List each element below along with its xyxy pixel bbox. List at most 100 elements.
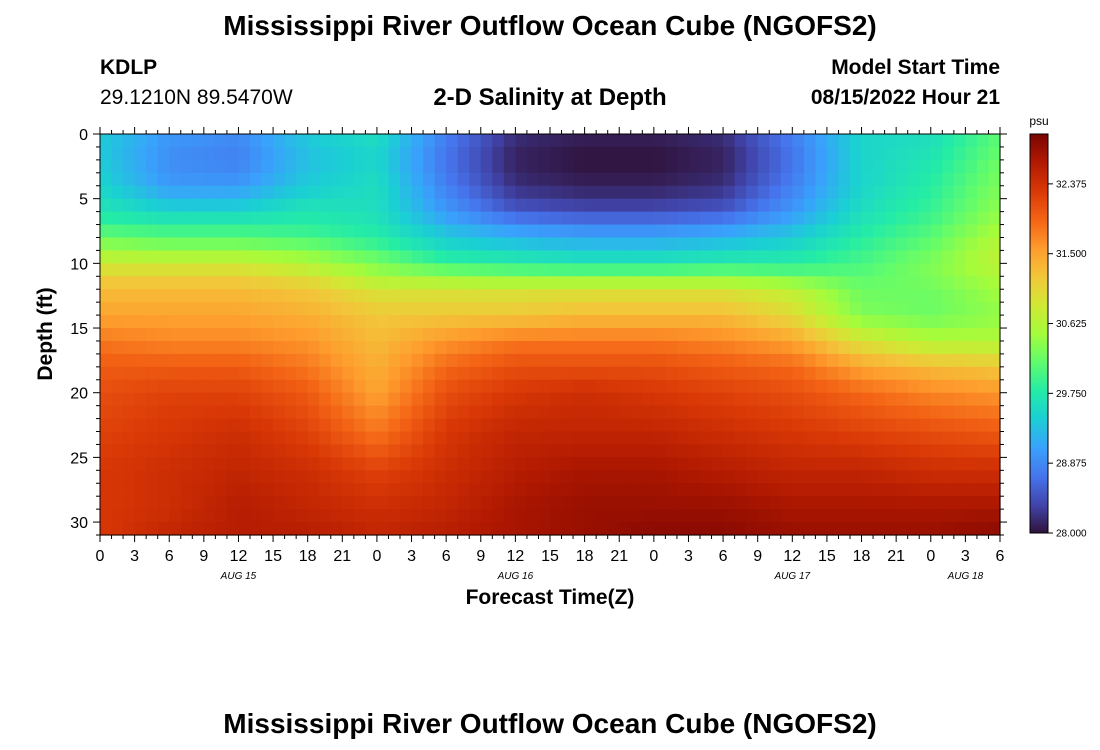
heatmap-cell: [653, 496, 666, 510]
heatmap-cell: [907, 250, 920, 264]
heatmap-cell: [976, 431, 990, 446]
heatmap-cell: [884, 172, 897, 187]
heatmap-cell: [665, 431, 678, 446]
heatmap-cell: [976, 457, 990, 471]
heatmap-cell: [192, 392, 205, 407]
heatmap-cell: [526, 509, 540, 523]
heatmap-cell: [838, 315, 851, 329]
heatmap-cell: [146, 198, 159, 213]
heatmap-cell: [457, 146, 470, 161]
colorbar-tick-label: 28.875: [1056, 459, 1087, 470]
heatmap-cell: [538, 353, 551, 368]
heatmap-cell: [584, 159, 597, 174]
heatmap-cell: [123, 353, 136, 368]
heatmap-cell: [884, 457, 897, 471]
heatmap-cell: [446, 224, 459, 239]
heatmap-cell: [480, 470, 493, 484]
heatmap-cell: [538, 134, 551, 148]
heatmap-cell: [723, 366, 736, 381]
heatmap-cell: [746, 185, 759, 200]
heatmap-cell: [734, 431, 747, 446]
heatmap-cell: [838, 134, 851, 148]
heatmap-cell: [700, 276, 713, 290]
heatmap-cell: [584, 405, 597, 420]
x-tick-label: 0: [372, 548, 381, 565]
heatmap-cell: [665, 328, 678, 342]
heatmap-cell: [723, 159, 736, 174]
heatmap-cell: [700, 172, 713, 187]
heatmap-cell: [169, 302, 182, 316]
heatmap-cell: [953, 315, 966, 329]
heatmap-cell: [457, 211, 470, 226]
heatmap-cell: [123, 250, 136, 264]
heatmap-cell: [873, 172, 886, 187]
heatmap-cell: [226, 379, 240, 394]
heatmap-cell: [423, 172, 436, 187]
heatmap-cell: [215, 366, 228, 381]
heatmap-cell: [769, 263, 782, 277]
heatmap-cell: [365, 146, 378, 161]
heatmap-cell: [573, 159, 586, 174]
heatmap-cell: [503, 353, 516, 368]
heatmap-cell: [976, 418, 990, 433]
heatmap-cell: [930, 470, 943, 484]
heatmap-cell: [330, 146, 343, 161]
heatmap-cell: [884, 353, 897, 368]
heatmap-cell: [203, 470, 216, 484]
heatmap-cell: [388, 198, 401, 213]
heatmap-cell: [619, 289, 632, 303]
heatmap-cell: [561, 353, 574, 368]
heatmap-cell: [215, 134, 228, 148]
heatmap-cell: [423, 366, 436, 381]
heatmap-cell: [123, 146, 136, 161]
heatmap-cell: [307, 134, 320, 148]
heatmap-cell: [353, 353, 366, 368]
heatmap-cell: [988, 198, 1001, 213]
heatmap-cell: [907, 496, 920, 510]
heatmap-cell: [780, 470, 793, 484]
heatmap-cell: [884, 198, 897, 213]
heatmap-cell: [711, 444, 724, 458]
heatmap-cell: [757, 263, 770, 277]
heatmap-cell: [850, 509, 863, 523]
heatmap-cell: [250, 159, 263, 174]
heatmap-cell: [769, 185, 782, 200]
heatmap-cell: [930, 392, 943, 407]
heatmap-cell: [965, 211, 978, 226]
heatmap-cell: [134, 328, 147, 342]
heatmap-cell: [584, 509, 597, 523]
x-tick-label: 21: [610, 548, 628, 565]
heatmap-cell: [642, 211, 655, 226]
heatmap-cell: [446, 509, 459, 523]
heatmap-cell: [711, 302, 724, 316]
heatmap-cell: [826, 353, 840, 368]
heatmap-cell: [826, 444, 840, 458]
heatmap-cell: [111, 276, 124, 290]
heatmap-cell: [792, 224, 805, 239]
heatmap-cell: [896, 224, 909, 239]
heatmap-cell: [319, 315, 332, 329]
heatmap-cell: [642, 146, 655, 161]
heatmap-cell: [469, 483, 482, 497]
heatmap-cell: [884, 509, 897, 523]
heatmap-cell: [261, 366, 274, 381]
heatmap-cell: [676, 172, 690, 187]
heatmap-cell: [423, 392, 436, 407]
heatmap-cell: [480, 198, 493, 213]
heatmap-cell: [100, 211, 113, 226]
heatmap-cell: [850, 172, 863, 187]
heatmap-cell: [561, 483, 574, 497]
heatmap-cell: [653, 353, 666, 368]
heatmap-cell: [965, 172, 978, 187]
heatmap-cell: [711, 250, 724, 264]
heatmap-cell: [919, 379, 932, 394]
heatmap-cell: [480, 366, 493, 381]
heatmap-cell: [792, 237, 805, 252]
heatmap-cell: [976, 289, 990, 303]
heatmap-cell: [757, 392, 770, 407]
heatmap-cell: [757, 522, 770, 536]
x-tick-label: 15: [541, 548, 559, 565]
heatmap-cell: [573, 496, 586, 510]
heatmap-cell: [815, 250, 828, 264]
heatmap-cell: [411, 470, 424, 484]
